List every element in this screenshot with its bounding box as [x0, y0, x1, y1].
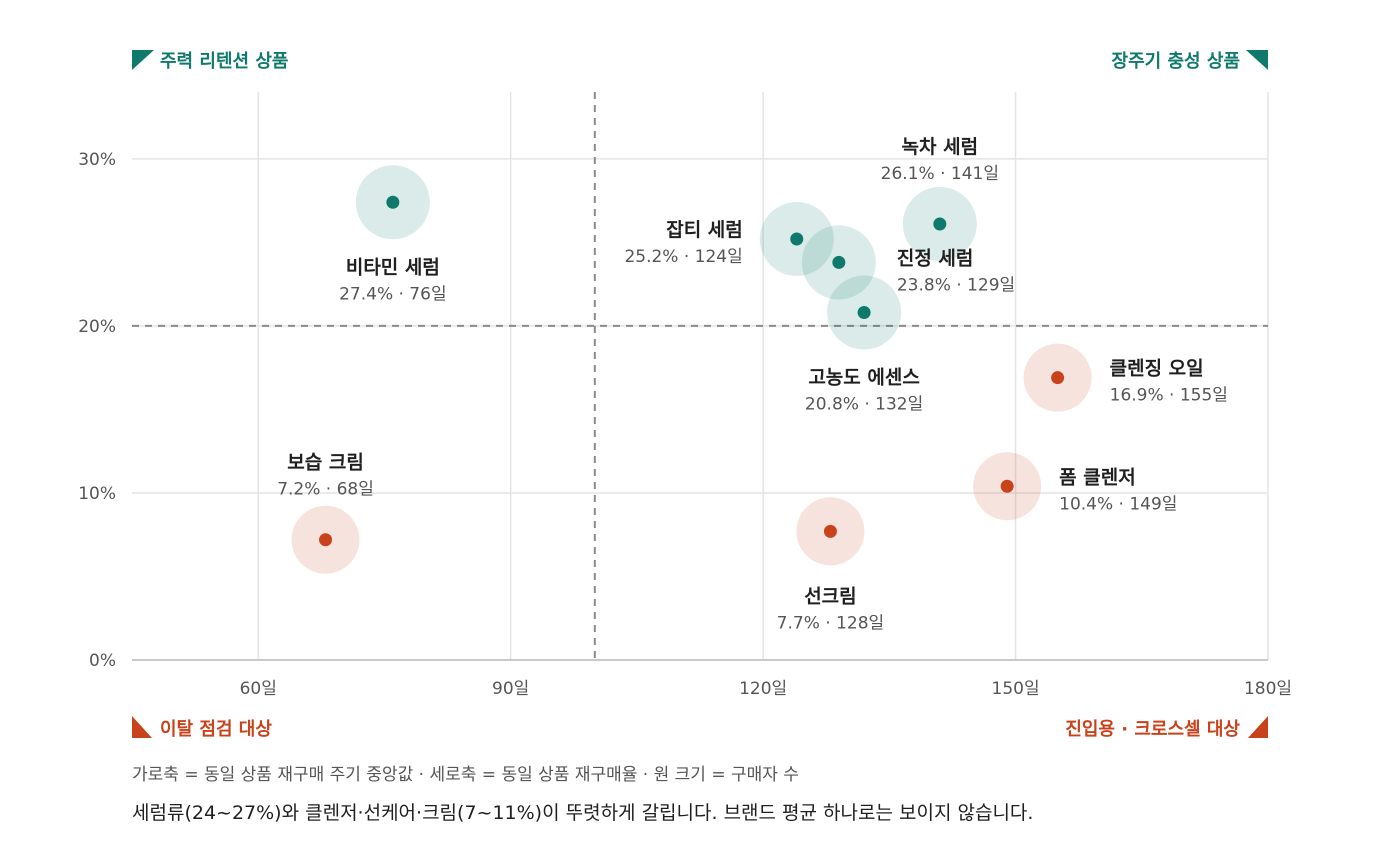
- point-value-label: 10.4% · 149일: [1059, 494, 1177, 514]
- x-tick-label: 150일: [992, 679, 1040, 699]
- y-tick-label: 30%: [78, 150, 116, 170]
- point-name-label: 고농도 에센스: [808, 367, 920, 389]
- point-name-label: 비타민 세럼: [346, 256, 440, 278]
- bubble-point: [933, 217, 947, 231]
- point-name-label: 폼 클렌저: [1059, 466, 1136, 488]
- bubble-point: [1000, 479, 1014, 493]
- point-name-label: 잡티 세럼: [666, 219, 743, 241]
- summary-text: 세럼류(24~27%)와 클렌저·선케어·크림(7~11%)이 뚜렷하게 갈립니…: [132, 802, 1034, 824]
- point-value-label: 27.4% · 76일: [339, 284, 447, 304]
- bubble-point: [857, 306, 871, 320]
- corner-triangle-bottom-right: [1248, 716, 1268, 738]
- corner-triangle-top-left: [132, 50, 154, 70]
- point-name-label: 보습 크림: [287, 452, 364, 474]
- point-name-label: 진정 세럼: [897, 247, 974, 269]
- corner-triangle-bottom-left: [132, 716, 152, 738]
- point-value-label: 20.8% · 132일: [805, 395, 923, 415]
- bubble-point: [832, 255, 846, 269]
- x-tick-label: 60일: [240, 679, 277, 699]
- x-tick-label: 180일: [1244, 679, 1292, 699]
- corner-triangle-top-right: [1246, 50, 1268, 70]
- point-value-label: 7.2% · 68일: [277, 480, 374, 500]
- y-tick-label: 10%: [78, 484, 116, 504]
- bubble-point: [1051, 371, 1065, 385]
- point-value-label: 23.8% · 129일: [897, 275, 1015, 295]
- bubble-point: [790, 232, 804, 246]
- y-tick-label: 0%: [89, 651, 116, 671]
- point-value-label: 16.9% · 155일: [1110, 386, 1228, 406]
- point-name-label: 선크림: [804, 585, 856, 607]
- quadrant-label-bottom-right: 진입용 · 크로스셀 대상: [1065, 718, 1240, 740]
- x-tick-label: 120일: [739, 679, 787, 699]
- quadrant-label-top-right: 장주기 충성 상품: [1112, 51, 1240, 72]
- x-tick-label: 90일: [492, 679, 529, 699]
- quadrant-label-bottom-left: 이탈 점검 대상: [160, 719, 272, 740]
- axis-footnote: 가로축 = 동일 상품 재구매 주기 중앙값 · 세로축 = 동일 상품 재구매…: [132, 765, 799, 785]
- bubble-point: [386, 195, 400, 209]
- point-value-label: 7.7% · 128일: [777, 613, 885, 633]
- bubble-point: [823, 524, 837, 538]
- point-name-label: 녹차 세럼: [902, 136, 979, 158]
- scatter-chart: 60일 90일 120일 150일 180일 0% 10% 20% 30% 주력 리텐션 상품 장주…: [78, 50, 1292, 740]
- y-tick-label: 20%: [78, 317, 116, 337]
- quadrant-label-top-left: 주력 리텐션 상품: [160, 51, 288, 72]
- point-value-label: 25.2% · 124일: [624, 247, 742, 267]
- point-value-label: 26.1% · 141일: [881, 164, 999, 184]
- point-name-label: 클렌징 오일: [1110, 358, 1204, 380]
- bubble-point: [319, 533, 333, 547]
